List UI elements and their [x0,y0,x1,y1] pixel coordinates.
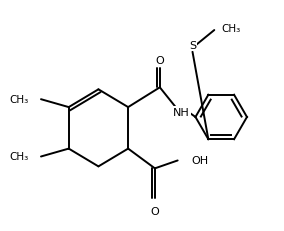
Text: CH₃: CH₃ [10,95,29,105]
Text: S: S [189,41,196,51]
Text: CH₃: CH₃ [221,24,241,34]
Text: O: O [155,55,164,65]
Text: O: O [151,206,159,216]
Text: OH: OH [191,156,209,166]
Text: CH₃: CH₃ [10,152,29,162]
Text: NH: NH [173,108,190,118]
